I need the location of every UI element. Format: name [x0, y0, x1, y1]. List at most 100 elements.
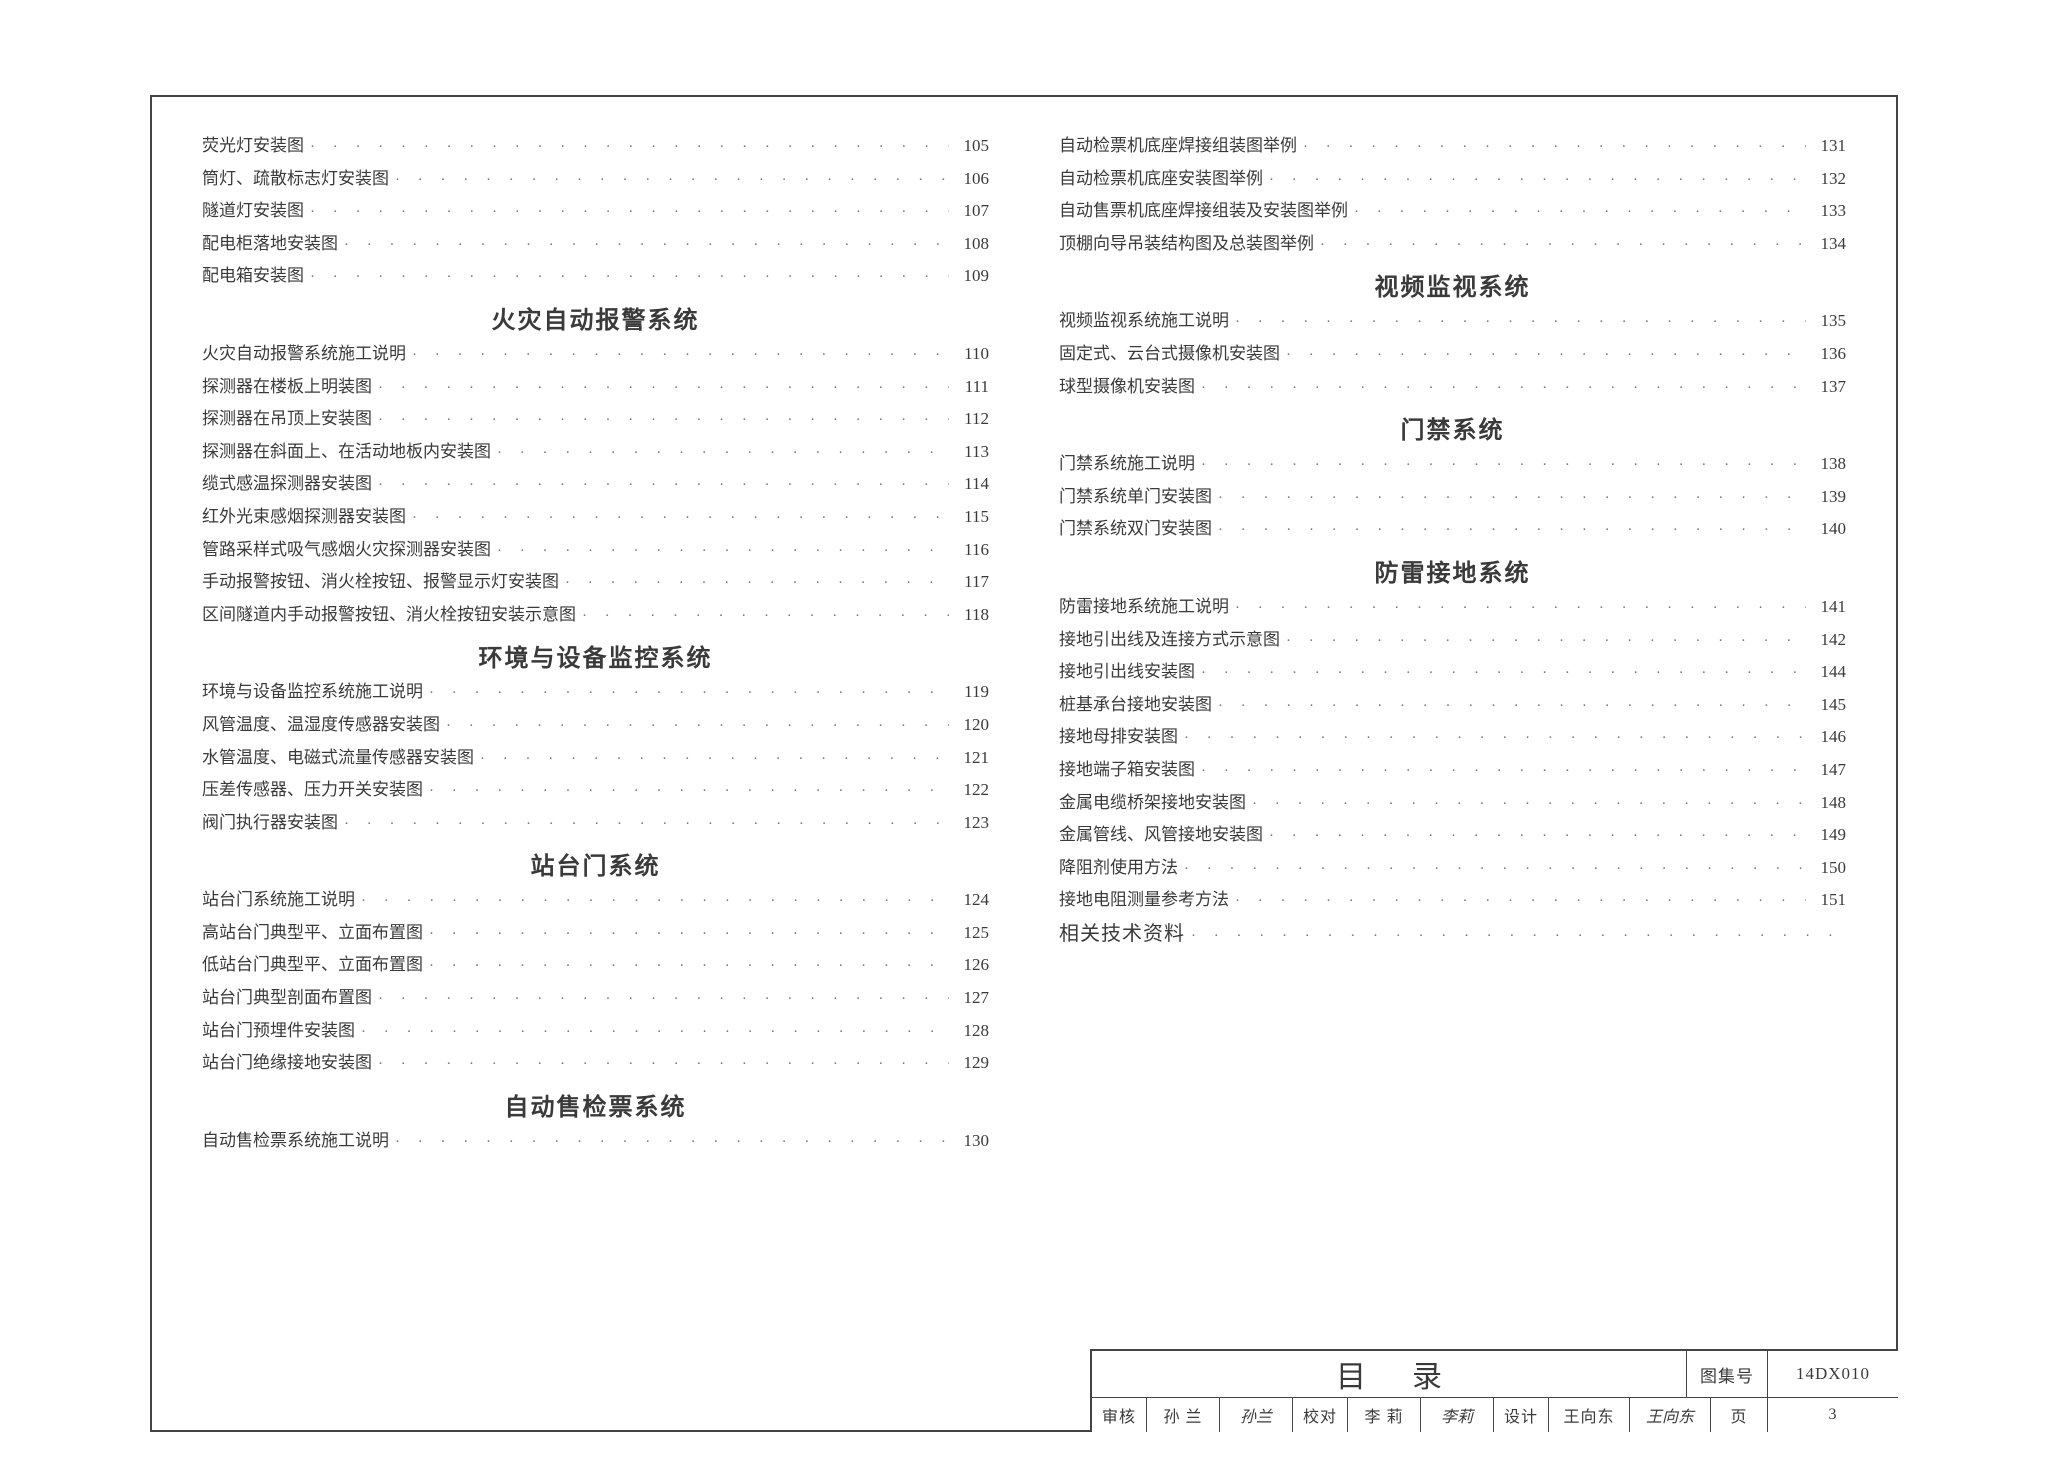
- toc-page: 137: [1806, 378, 1846, 395]
- toc-leader: [1185, 929, 1846, 944]
- toc-leader: [389, 173, 949, 188]
- signature-cell: 孙兰: [1220, 1398, 1293, 1432]
- toc-label: 顶棚向导吊装结构图及总装图举例: [1059, 235, 1314, 252]
- toc-page: 132: [1806, 170, 1846, 187]
- toc-label: 相关技术资料: [1059, 924, 1185, 944]
- titleblock-cell: 设计: [1494, 1398, 1549, 1432]
- toc-page: 113: [949, 443, 989, 460]
- toc-page: 114: [949, 475, 989, 492]
- toc-label: 自动售检票系统施工说明: [202, 1132, 389, 1149]
- toc-page: 123: [949, 814, 989, 831]
- toc-page: 107: [949, 202, 989, 219]
- toc-label: 防雷接地系统施工说明: [1059, 598, 1229, 615]
- toc-page: 136: [1806, 345, 1846, 362]
- titleblock-cell: 校对: [1293, 1398, 1348, 1432]
- toc-row: 红外光束感烟探测器安装图115: [202, 508, 989, 526]
- toc-label: 接地电阻测量参考方法: [1059, 891, 1229, 908]
- toc-leader: [372, 478, 949, 493]
- titleblock-cell: 页: [1711, 1398, 1768, 1432]
- toc-leader: [372, 381, 949, 396]
- toc-row: 门禁系统施工说明138: [1059, 455, 1846, 473]
- sheet-code-value: 14DX010: [1768, 1351, 1898, 1397]
- toc-section-title: 防雷接地系统: [1059, 553, 1846, 588]
- toc-page: 109: [949, 267, 989, 284]
- toc-page: 122: [949, 781, 989, 798]
- toc-leader: [423, 784, 949, 799]
- toc-label: 固定式、云台式摄像机安装图: [1059, 345, 1280, 362]
- toc-section-title: 自动售检票系统: [202, 1087, 989, 1122]
- toc-row: 接地引出线及连接方式示意图142: [1059, 631, 1846, 649]
- toc-page: 148: [1806, 794, 1846, 811]
- toc-leader: [372, 413, 949, 428]
- toc-row: 环境与设备监控系统施工说明119: [202, 683, 989, 701]
- toc-row: 手动报警按钮、消火栓按钮、报警显示灯安装图 117: [202, 573, 989, 591]
- toc-section-title: 门禁系统: [1059, 410, 1846, 445]
- toc-page: 125: [949, 924, 989, 941]
- toc-page: 139: [1806, 488, 1846, 505]
- toc-leader: [1280, 348, 1806, 363]
- toc-label: 隧道灯安装图: [202, 202, 304, 219]
- toc-leader: [1212, 491, 1806, 506]
- toc-page: 124: [949, 891, 989, 908]
- toc-row: 门禁系统双门安装图140: [1059, 520, 1846, 538]
- toc-label: 球型摄像机安装图: [1059, 378, 1195, 395]
- toc-page: 118: [949, 606, 989, 623]
- toc-row: 球型摄像机安装图 137: [1059, 378, 1846, 396]
- toc-row: 缆式感温探测器安装图114: [202, 475, 989, 493]
- toc-leader: [491, 446, 949, 461]
- toc-label: 降阻剂使用方法: [1059, 859, 1178, 876]
- toc-row: 配电箱安装图109: [202, 267, 989, 285]
- toc-page: 135: [1806, 312, 1846, 329]
- toc-leader: [576, 609, 949, 624]
- toc-label: 接地引出线安装图: [1059, 663, 1195, 680]
- toc-row: 低站台门典型平、立面布置图126: [202, 956, 989, 974]
- toc-row: 压差传感器、压力开关安装图 122: [202, 781, 989, 799]
- toc-label: 自动检票机底座焊接组装图举例: [1059, 137, 1297, 154]
- toc-row: 顶棚向导吊装结构图及总装图举例134: [1059, 235, 1846, 253]
- toc-label: 桩基承台接地安装图: [1059, 696, 1212, 713]
- toc-label: 站台门预埋件安装图: [202, 1022, 355, 1039]
- toc-label: 管路采样式吸气感烟火灾探测器安装图: [202, 541, 491, 558]
- title-block-row: 审核孙 兰孙兰校对李 莉李莉设计王向东王向东页3: [1092, 1398, 1898, 1432]
- toc-label: 自动售票机底座焊接组装及安装图举例: [1059, 202, 1348, 219]
- titleblock-cell: 孙 兰: [1147, 1398, 1220, 1432]
- toc-row: 门禁系统单门安装图139: [1059, 488, 1846, 506]
- sheet-code-label: 图集号: [1687, 1351, 1768, 1397]
- toc-leader: [1263, 173, 1806, 188]
- toc-page: 149: [1806, 826, 1846, 843]
- toc-leader: [304, 270, 949, 285]
- toc-label: 手动报警按钮、消火栓按钮、报警显示灯安装图: [202, 573, 559, 590]
- toc-label: 压差传感器、压力开关安装图: [202, 781, 423, 798]
- toc-row: 自动检票机底座安装图举例 132: [1059, 170, 1846, 188]
- toc-label: 接地母排安装图: [1059, 728, 1178, 745]
- toc-leader: [406, 511, 949, 526]
- toc-row: 站台门系统施工说明124: [202, 891, 989, 909]
- toc-page: 146: [1806, 728, 1846, 745]
- toc-label: 自动检票机底座安装图举例: [1059, 170, 1263, 187]
- toc-leader: [1195, 458, 1806, 473]
- toc-leader: [1178, 731, 1806, 746]
- toc-section-title: 火灾自动报警系统: [202, 300, 989, 335]
- toc-page: 141: [1806, 598, 1846, 615]
- toc-leader: [1195, 764, 1806, 779]
- toc-row: 固定式、云台式摄像机安装图 136: [1059, 345, 1846, 363]
- sheet-title: 目录: [1092, 1351, 1687, 1397]
- toc-row: 火灾自动报警系统施工说明110: [202, 345, 989, 363]
- toc-label: 区间隧道内手动报警按钮、消火栓按钮安装示意图: [202, 606, 576, 623]
- toc-row: 区间隧道内手动报警按钮、消火栓按钮安装示意图 118: [202, 606, 989, 624]
- toc-page: 131: [1806, 137, 1846, 154]
- toc-page: 147: [1806, 761, 1846, 778]
- toc-row: 站台门绝缘接地安装图129: [202, 1054, 989, 1072]
- toc-row: 自动售检票系统施工说明130: [202, 1132, 989, 1150]
- toc-leader: [389, 1135, 949, 1150]
- toc-page: 117: [949, 573, 989, 590]
- toc-label: 火灾自动报警系统施工说明: [202, 345, 406, 362]
- toc-label: 荧光灯安装图: [202, 137, 304, 154]
- toc-row: 接地引出线安装图144: [1059, 663, 1846, 681]
- toc-page: 108: [949, 235, 989, 252]
- toc-columns: 荧光灯安装图105筒灯、疏散标志灯安装图106隧道灯安装图107配电柜落地安装图…: [202, 137, 1846, 1315]
- toc-section-title: 视频监视系统: [1059, 267, 1846, 302]
- toc-page: 127: [949, 989, 989, 1006]
- toc-row: 探测器在楼板上明装图111: [202, 378, 989, 396]
- toc-label: 阀门执行器安装图: [202, 814, 338, 831]
